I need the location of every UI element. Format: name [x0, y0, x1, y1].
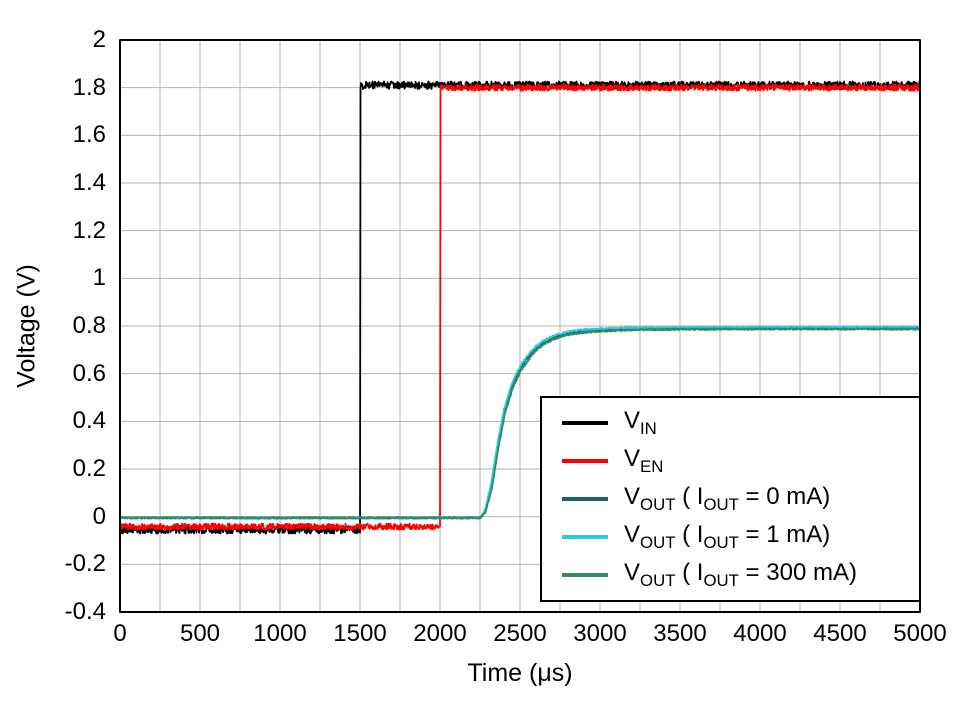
legend-item-ven: VEN	[562, 445, 919, 477]
y-tick-label: 2	[92, 26, 106, 53]
y-tick-label: 1.4	[72, 169, 106, 196]
x-tick-label: 1000	[253, 620, 307, 647]
legend-label-ven: VEN	[624, 445, 664, 476]
y-tick-label: 0.4	[72, 407, 106, 435]
legend-swatch-vout-1ma	[562, 534, 608, 539]
x-tick-label: 3500	[653, 620, 707, 647]
x-tick-label: 4500	[813, 620, 867, 647]
legend-label-vout-300ma: VOUT ( IOUT = 300 mA)	[624, 559, 857, 590]
x-tick-label: 2000	[413, 620, 467, 647]
legend-item-vin: VIN	[562, 407, 919, 439]
x-tick-label: 1500	[333, 620, 387, 647]
y-tick-label: 0	[92, 502, 106, 530]
y-tick-label: -0.4	[64, 598, 106, 625]
legend-label-vin: VIN	[624, 407, 657, 438]
x-tick-label: 2500	[493, 620, 547, 647]
legend-swatch-vin	[562, 420, 608, 425]
y-tick-label: 0.2	[72, 455, 106, 482]
legend-swatch-ven	[562, 458, 608, 463]
y-tick-label: 0.8	[72, 312, 106, 339]
legend-item-vout-1ma: VOUT ( IOUT = 1 mA)	[562, 521, 919, 553]
y-tick-label: 0.6	[72, 359, 106, 387]
y-tick-label: 1.2	[72, 216, 106, 244]
legend-swatch-vout-0ma	[562, 496, 608, 501]
legend-item-vout-0ma: VOUT ( IOUT = 0 mA)	[562, 483, 919, 515]
x-tick-label: 500	[179, 620, 221, 647]
x-tick-label: 0	[113, 620, 127, 647]
x-tick-label: 4000	[733, 620, 787, 647]
x-tick-label: 5000	[893, 620, 947, 647]
y-tick-label: 1.8	[72, 73, 106, 101]
legend-swatch-vout-300ma	[562, 572, 608, 577]
legend-label-vout-1ma: VOUT ( IOUT = 1 mA)	[624, 521, 831, 552]
x-tick-label: 3000	[573, 620, 627, 647]
y-tick-label: -0.2	[64, 550, 106, 578]
legend-item-vout-300ma: VOUT ( IOUT = 300 mA)	[562, 559, 919, 591]
x-axis-title: Time (μs)	[467, 659, 573, 687]
legend-label-vout-0ma: VOUT ( IOUT = 0 mA)	[624, 483, 831, 514]
legend: VIN VEN VOUT ( IOUT = 0 mA) VOUT ( IOUT = 1…	[540, 396, 921, 602]
y-tick-label: 1.6	[72, 121, 106, 149]
y-tick-label: 1	[92, 264, 106, 292]
